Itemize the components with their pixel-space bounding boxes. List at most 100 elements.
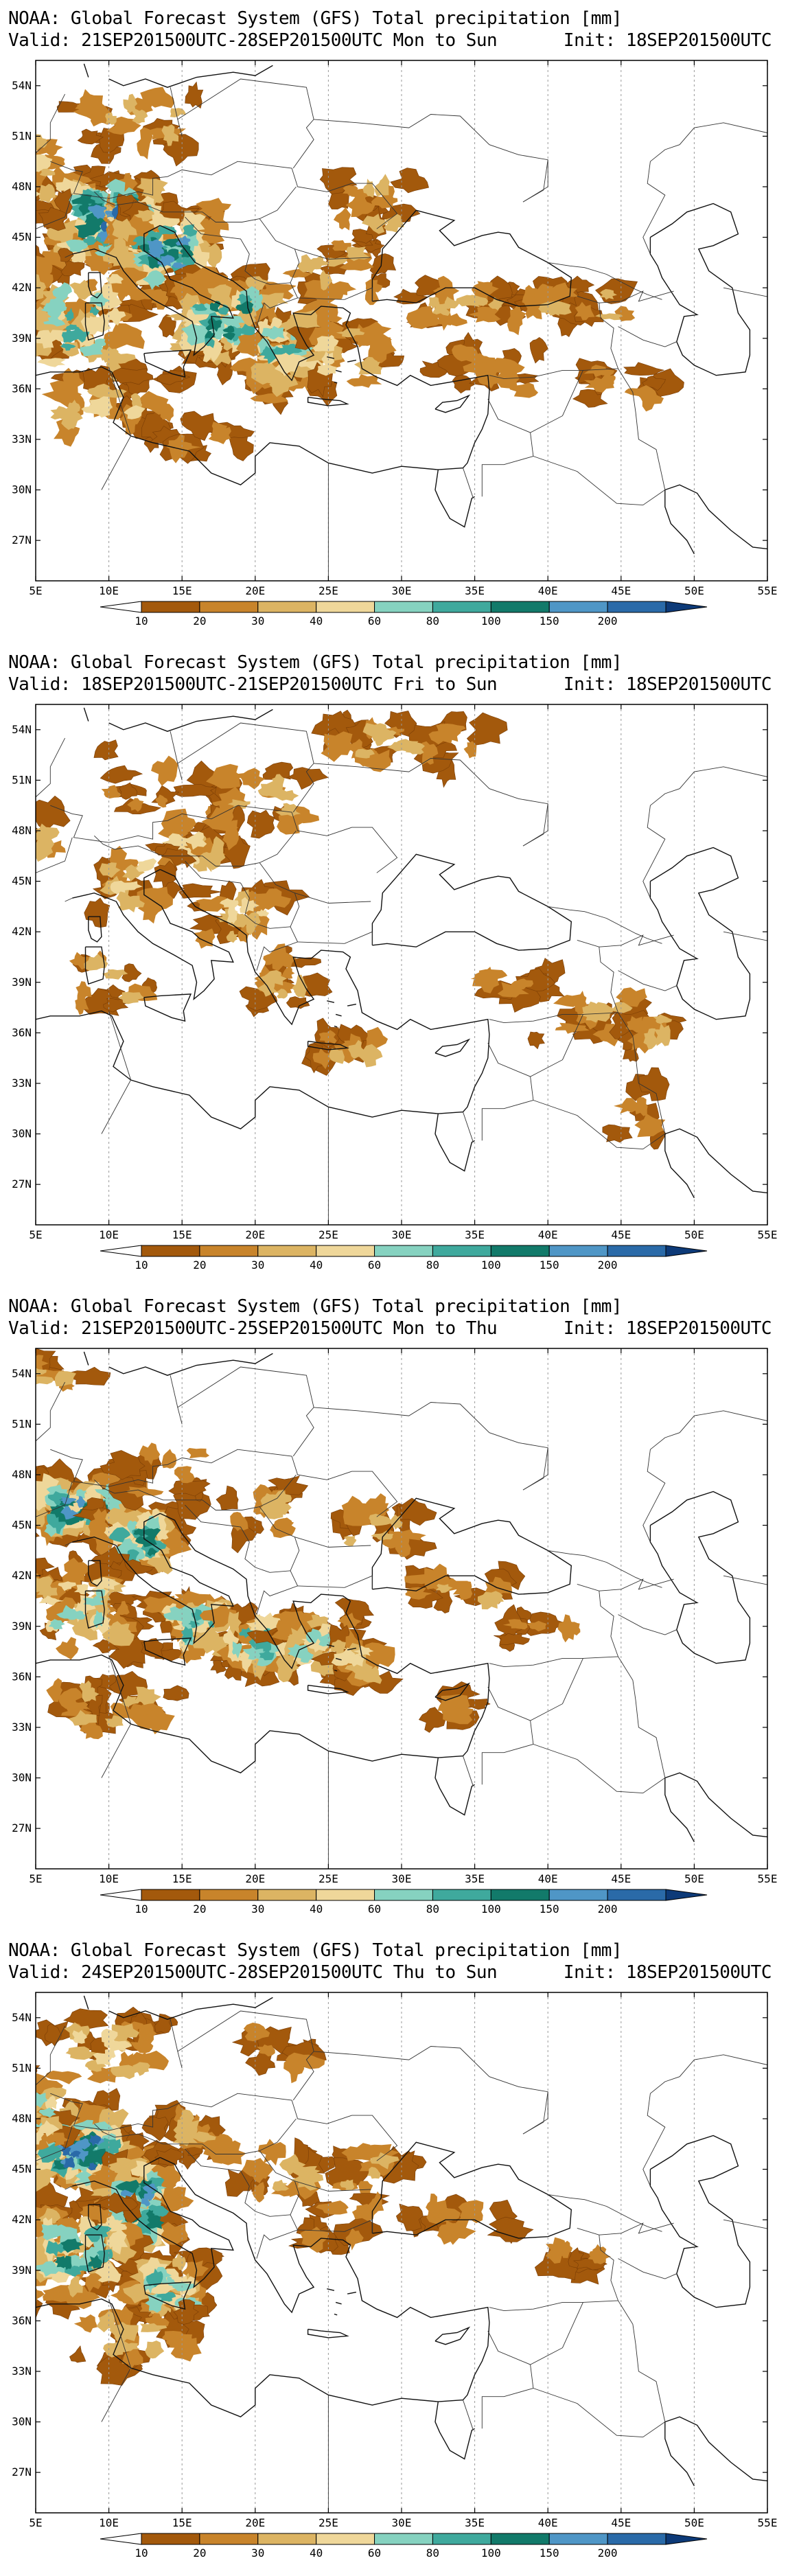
precip-cell <box>146 1515 161 1534</box>
lat-tick-label: 48N <box>12 180 32 193</box>
precip-cell <box>173 784 218 797</box>
precip-cell <box>177 2131 194 2140</box>
colorbar-label: 20 <box>193 1258 206 1272</box>
colorbar-label: 20 <box>193 1902 206 1916</box>
lat-tick-label: 30N <box>12 2415 32 2428</box>
precipitation-map: 5E 10E 15E 20E 25E 30E 35E 40E 45E 50E 55E 54N 51N 48… <box>12 704 777 1272</box>
precip-cell <box>111 2228 128 2255</box>
precip-cell <box>7 2149 36 2161</box>
colorbar-segment <box>199 1889 259 1901</box>
colorbar-label: 10 <box>135 1258 148 1272</box>
lat-tick-label: 30N <box>12 1771 32 1784</box>
colorbar-under-triangle <box>100 601 142 613</box>
precip-cell <box>106 351 136 366</box>
precip-cell <box>45 2070 82 2084</box>
colorbar-segment <box>199 1245 259 1257</box>
precip-cell <box>117 992 145 1004</box>
precip-cell <box>77 2138 91 2150</box>
precip-cell <box>281 803 297 816</box>
precip-cell <box>300 2227 329 2253</box>
colorbar-label: 30 <box>251 2546 264 2560</box>
lat-tick-label: 54N <box>12 1367 32 1380</box>
colorbar-label: 80 <box>426 614 439 628</box>
lon-tick-label: 40E <box>538 584 558 597</box>
precip-cell <box>0 194 19 230</box>
precip-cell <box>443 296 460 310</box>
precip-cell <box>63 185 95 199</box>
colorbar-label: 200 <box>598 1258 618 1272</box>
precip-cell <box>418 1707 446 1733</box>
precip-cell <box>45 2095 58 2111</box>
colorbar-segment <box>257 1889 317 1901</box>
precip-cell <box>367 2167 381 2179</box>
lon-tick-label: 35E <box>465 1872 485 1885</box>
precip-cell <box>153 860 176 891</box>
precip-cell <box>369 253 397 275</box>
precip-cell <box>556 2240 573 2258</box>
colorbar-segment <box>432 1889 491 1901</box>
precip-cell <box>359 1044 383 1068</box>
precip-cell <box>210 2134 233 2159</box>
precip-cell <box>79 2205 113 2220</box>
lon-tick-label: 30E <box>392 1872 412 1885</box>
precip-cell <box>139 2323 167 2332</box>
panel-valid-range: Valid: 21SEP201500UTC-28SEP201500UTC Mon… <box>8 30 498 51</box>
precip-cell <box>266 371 290 387</box>
colorbar-label: 80 <box>426 2546 439 2560</box>
precip-cell <box>108 2305 134 2327</box>
lon-tick-label: 25E <box>318 2516 338 2529</box>
precip-cell <box>143 2190 155 2201</box>
precip-cell <box>60 2146 71 2156</box>
precip-cell <box>43 2285 78 2302</box>
precip-cell <box>148 253 161 269</box>
lon-tick-label: 45E <box>611 2516 631 2529</box>
precip-cell <box>153 2222 188 2245</box>
colorbar-segment <box>141 601 200 613</box>
colorbar-segment <box>141 2533 200 2545</box>
precip-cell <box>221 315 244 329</box>
colorbar-segment <box>548 1889 608 1901</box>
colorbar-label: 40 <box>310 614 323 628</box>
map-axes: 5E 10E 15E 20E 25E 30E 35E 40E 45E 50E 55E 54N 51N 48… <box>12 1348 777 1885</box>
lon-tick-label: 10E <box>99 584 119 597</box>
precip-cell <box>240 323 255 337</box>
precip-cell <box>93 284 123 309</box>
colorbar-segment <box>548 601 608 613</box>
precip-cell <box>458 2200 484 2224</box>
precip-cell <box>36 1355 49 1371</box>
precip-cell <box>101 785 121 799</box>
precip-cell <box>170 823 194 833</box>
precip-cell <box>132 235 153 246</box>
precip-cell <box>222 332 235 341</box>
precip-cell <box>623 362 665 376</box>
lon-tick-label: 20E <box>245 584 265 597</box>
precip-cell <box>507 303 526 336</box>
precip-cell <box>161 124 179 146</box>
colorbar-label: 100 <box>481 2546 501 2560</box>
forecast-panel-1: NOAA: Global Forecast System (GFS) Total… <box>0 0 788 644</box>
precip-cell <box>58 1688 83 1709</box>
colorbar-label: 200 <box>598 2546 618 2560</box>
precip-cell <box>104 1715 124 1728</box>
colorbar-segment <box>257 1245 317 1257</box>
precip-cell <box>36 2093 40 2111</box>
precip-cell <box>154 2013 171 2034</box>
lon-tick-label: 40E <box>538 2516 558 2529</box>
precip-cell <box>420 741 439 766</box>
precip-cell <box>257 2139 286 2166</box>
precip-cell <box>50 406 73 420</box>
precip-cell <box>292 974 308 998</box>
precip-cell <box>371 196 398 209</box>
precip-cell <box>466 295 489 306</box>
lat-tick-label: 39N <box>12 2264 32 2277</box>
precip-cell <box>473 353 494 364</box>
precip-cell <box>118 895 145 912</box>
precip-cell <box>93 338 106 347</box>
precip-cell <box>100 221 107 232</box>
precip-cell <box>58 1581 77 1591</box>
precip-cell <box>36 154 53 172</box>
precip-cell <box>466 712 508 746</box>
precip-cell <box>188 1620 200 1629</box>
precip-cell <box>161 1449 177 1469</box>
lon-tick-label: 15E <box>172 584 192 597</box>
